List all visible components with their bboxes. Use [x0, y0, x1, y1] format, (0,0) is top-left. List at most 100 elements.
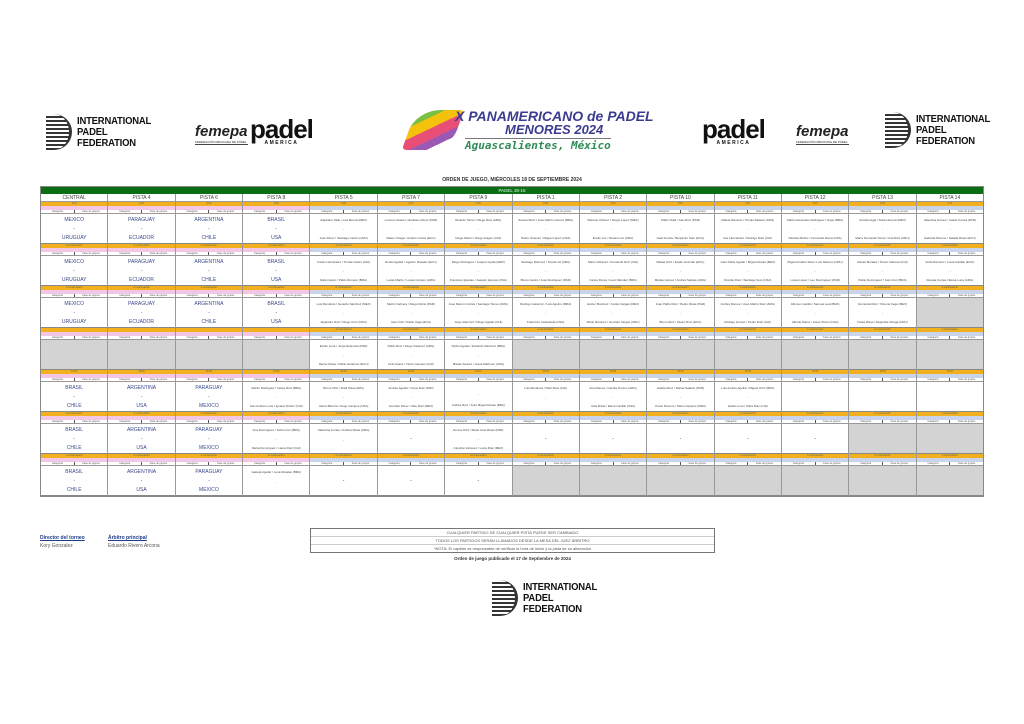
match-content: - [579, 424, 647, 454]
vs-dash: - [949, 268, 951, 273]
phase-label: Fase de grupos [419, 210, 437, 213]
phase-label: Fase de grupos [351, 294, 370, 297]
category-bar [781, 332, 849, 336]
time-bar: A continuación [647, 286, 714, 290]
match-content [781, 340, 849, 370]
time-bar: A continuación [175, 286, 243, 290]
phase-label: Fase de grupos [82, 420, 100, 423]
pair-b: Gael Acosta / Benjamín Soto (ECU) [656, 235, 705, 240]
category-label: Categoría [647, 462, 681, 465]
pair-b: Daniela Muñoz / Fernanda Ibarra (USA) [788, 235, 842, 240]
category-label: Categoría [445, 378, 479, 381]
referee-block: Árbitro principal Eduardo Rivero Arcona [108, 535, 160, 549]
match-info-bar: Categoría Fase de grupos [243, 462, 310, 466]
phase-label: Fase de grupos [284, 462, 302, 465]
category-bar [310, 290, 377, 294]
match-content [849, 424, 916, 454]
time-bar: 16:00 [849, 370, 916, 374]
match-content: - [714, 424, 781, 454]
vs-dash: - [814, 310, 816, 315]
match-content: Martín Rodríguez / Felipe Ruiz (BRA) - Ivá… [243, 382, 310, 412]
pair-b: Gabriela Moreno / Natalia Rivas (ECU) [924, 235, 976, 240]
vs-dash: - [679, 394, 681, 399]
vs-dash: - [747, 268, 749, 273]
match-info-bar: Categoría Fase de grupos [377, 378, 445, 382]
pair-a: Gabriel Ruiz / Daniel Salazar (PAR) [656, 385, 705, 390]
time-bar: A continuación [849, 412, 916, 416]
phase-label: Fase de grupos [823, 252, 841, 255]
match-info-bar: Categoría Fase de grupos [781, 378, 849, 382]
match-info-bar: Categoría Fase de grupos [579, 336, 647, 340]
team-b: ECUADOR [129, 318, 155, 325]
match-info-bar: Categoría Fase de grupos [41, 420, 108, 424]
time-bar: A continuación [849, 328, 916, 332]
category-label: Categoría [715, 252, 749, 255]
phase-label: Fase de grupos [82, 336, 100, 339]
match-info-bar: Categoría Fase de grupos [41, 378, 108, 382]
team-b: USA [136, 486, 147, 493]
category-bar [41, 332, 108, 336]
category-bar [310, 332, 377, 336]
logo-text: FEDERATION [523, 602, 582, 615]
category-label: Categoría [849, 294, 883, 297]
category-label: Categoría [917, 210, 951, 213]
category-label: Categoría [782, 294, 816, 297]
category-label: Categoría [310, 252, 345, 255]
category-bar [377, 332, 445, 336]
match-info-bar: Categoría Fase de grupos [714, 252, 781, 256]
phase-label: Fase de grupos [217, 252, 235, 255]
pair-a: Juan Pablo Aguilar / Miguel Rosas (MEX) [720, 259, 776, 264]
schedule-cell: A continuación Categoría Fase de grupos - [714, 412, 782, 454]
category-bar [243, 374, 310, 378]
pair-a: Alejandro Valle / Luis Bernal (MEX) [320, 217, 368, 222]
pair-b: Carolina Vázquez / Lucía Díaz (MEX) [453, 445, 504, 450]
phase-label: Fase de grupos [553, 336, 572, 339]
time-bar: A continuación [41, 412, 108, 416]
phase-label: Fase de grupos [82, 378, 100, 381]
category-bar [849, 416, 916, 420]
match-info-bar: Categoría Fase de grupos [647, 462, 714, 466]
pair-b: Renata Correa / Elena Luna (ARG) [926, 277, 974, 282]
director-name: Kory Gonzalez [40, 543, 73, 549]
team-a: BRASIL [65, 384, 84, 391]
phase-label: Fase de grupos [351, 252, 370, 255]
schedule-cell: A continuación Categoría Fase de grupos Val… [310, 412, 378, 454]
schedule-cell: A continuación Categoría Fase de grupos BRA… [41, 454, 109, 496]
time-bar: A continuación [243, 412, 310, 416]
match-content: Luis Mendoza / Gerardo Sánchez (MEX) - Ale… [310, 298, 377, 328]
category-bar [714, 290, 781, 294]
category-label: Categoría [176, 336, 210, 339]
category-bar [377, 290, 445, 294]
match-info-bar: Categoría Fase de grupos [579, 252, 647, 256]
category-bar [445, 458, 512, 462]
match-content: Matías Ramírez / Tomás Salazar (ARG) - Ike… [714, 214, 781, 244]
referee-label: Árbitro principal [108, 535, 147, 541]
vs-dash: - [208, 225, 210, 232]
match-info-bar: Categoría Fase de grupos [108, 252, 175, 256]
pair-a: Camila Vega / Sofía Herrera (MEX) [859, 217, 906, 222]
category-bar [41, 206, 108, 210]
match-info-bar: Categoría Fase de grupos [243, 294, 310, 298]
category-bar [310, 248, 377, 252]
venue-band: PADEL 30-15 [41, 187, 983, 194]
phase-label: Fase de grupos [284, 210, 302, 213]
category-label: Categoría [108, 462, 143, 465]
match-info-bar: Categoría Fase de grupos [512, 420, 579, 424]
match-info-bar: Categoría Fase de grupos [579, 462, 647, 466]
team-b: MEXICO [199, 486, 219, 493]
vs-dash: - [814, 435, 816, 442]
logo-text: PADEL [77, 125, 108, 138]
time-bar: 9:00 [243, 202, 310, 206]
pair-a: Martín Alexander Rodríguez / Hugo (BRA) [787, 217, 844, 222]
time-bar: A continuación [647, 454, 714, 458]
match-info-bar: Categoría Fase de grupos [41, 462, 108, 466]
category-bar [781, 416, 849, 420]
category-label: Categoría [310, 420, 345, 423]
vs-dash: - [477, 436, 479, 441]
category-bar [445, 290, 512, 294]
time-bar: 9:00 [579, 202, 647, 206]
match-content: Daniel Morales / Óscar Cabrera (CHI) - Pab… [849, 256, 916, 286]
logo-text: AMERICA [264, 140, 299, 146]
pair-a: Héctor Martínez / Carlos Vargas (MEX) [587, 301, 640, 306]
category-bar [512, 374, 579, 378]
